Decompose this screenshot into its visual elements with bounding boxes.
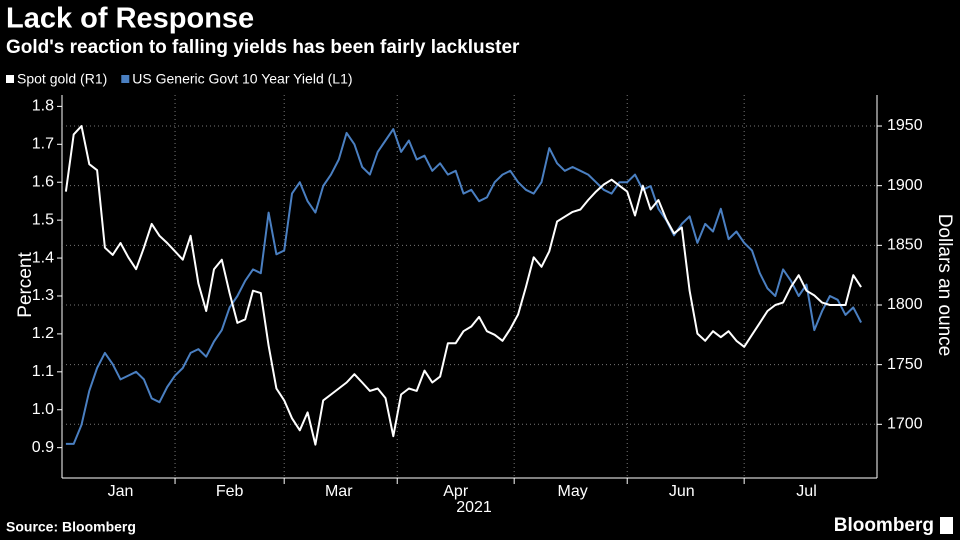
x-tick-label: Jan (108, 483, 134, 500)
legend-label: US Generic Govt 10 Year Yield (L1) (132, 71, 352, 87)
y-tick-label: 1.5 (32, 211, 54, 228)
series-line (65, 128, 862, 445)
y-tick-label: 0.9 (32, 439, 54, 456)
y2-tick-label: 1900 (887, 177, 923, 194)
legend-label: Spot gold (R1) (17, 71, 107, 87)
y-tick-label: 1.6 (32, 173, 54, 190)
x-axis-label: 2021 (456, 499, 492, 516)
x-tick-label: Feb (216, 483, 244, 500)
y2-tick-label: 1950 (887, 117, 923, 134)
x-tick-label: Apr (443, 483, 469, 500)
x-tick-label: Jul (796, 483, 816, 500)
y-tick-label: 1.3 (32, 287, 54, 304)
y-axis-label: Percent (15, 252, 36, 318)
y-tick-label: 1.0 (32, 401, 54, 418)
x-tick-label: Mar (325, 483, 353, 500)
x-tick-label: Jun (669, 483, 695, 500)
y2-tick-label: 1850 (887, 237, 923, 254)
y2-tick-label: 1750 (887, 356, 923, 373)
chart-subtitle: Gold's reaction to falling yields has be… (6, 37, 520, 58)
y2-tick-label: 1800 (887, 296, 923, 313)
y-tick-label: 1.7 (32, 136, 54, 153)
brand-icon (940, 517, 953, 534)
legend-swatch (121, 75, 130, 83)
y2-tick-label: 1700 (887, 416, 923, 433)
series-line (64, 125, 862, 446)
source: Source: Bloomberg (6, 519, 136, 535)
y-tick-label: 1.1 (32, 363, 54, 380)
chart-title: Lack of Response (6, 3, 254, 35)
y-tick-label: 1.2 (32, 325, 54, 342)
legend-swatch (6, 75, 14, 83)
x-tick-label: May (558, 483, 588, 500)
y-tick-label: 1.8 (32, 98, 54, 115)
brand: Bloomberg (834, 515, 934, 536)
y-tick-label: 1.4 (32, 249, 54, 266)
y2-axis-label: Dollars an ounce (934, 214, 955, 357)
